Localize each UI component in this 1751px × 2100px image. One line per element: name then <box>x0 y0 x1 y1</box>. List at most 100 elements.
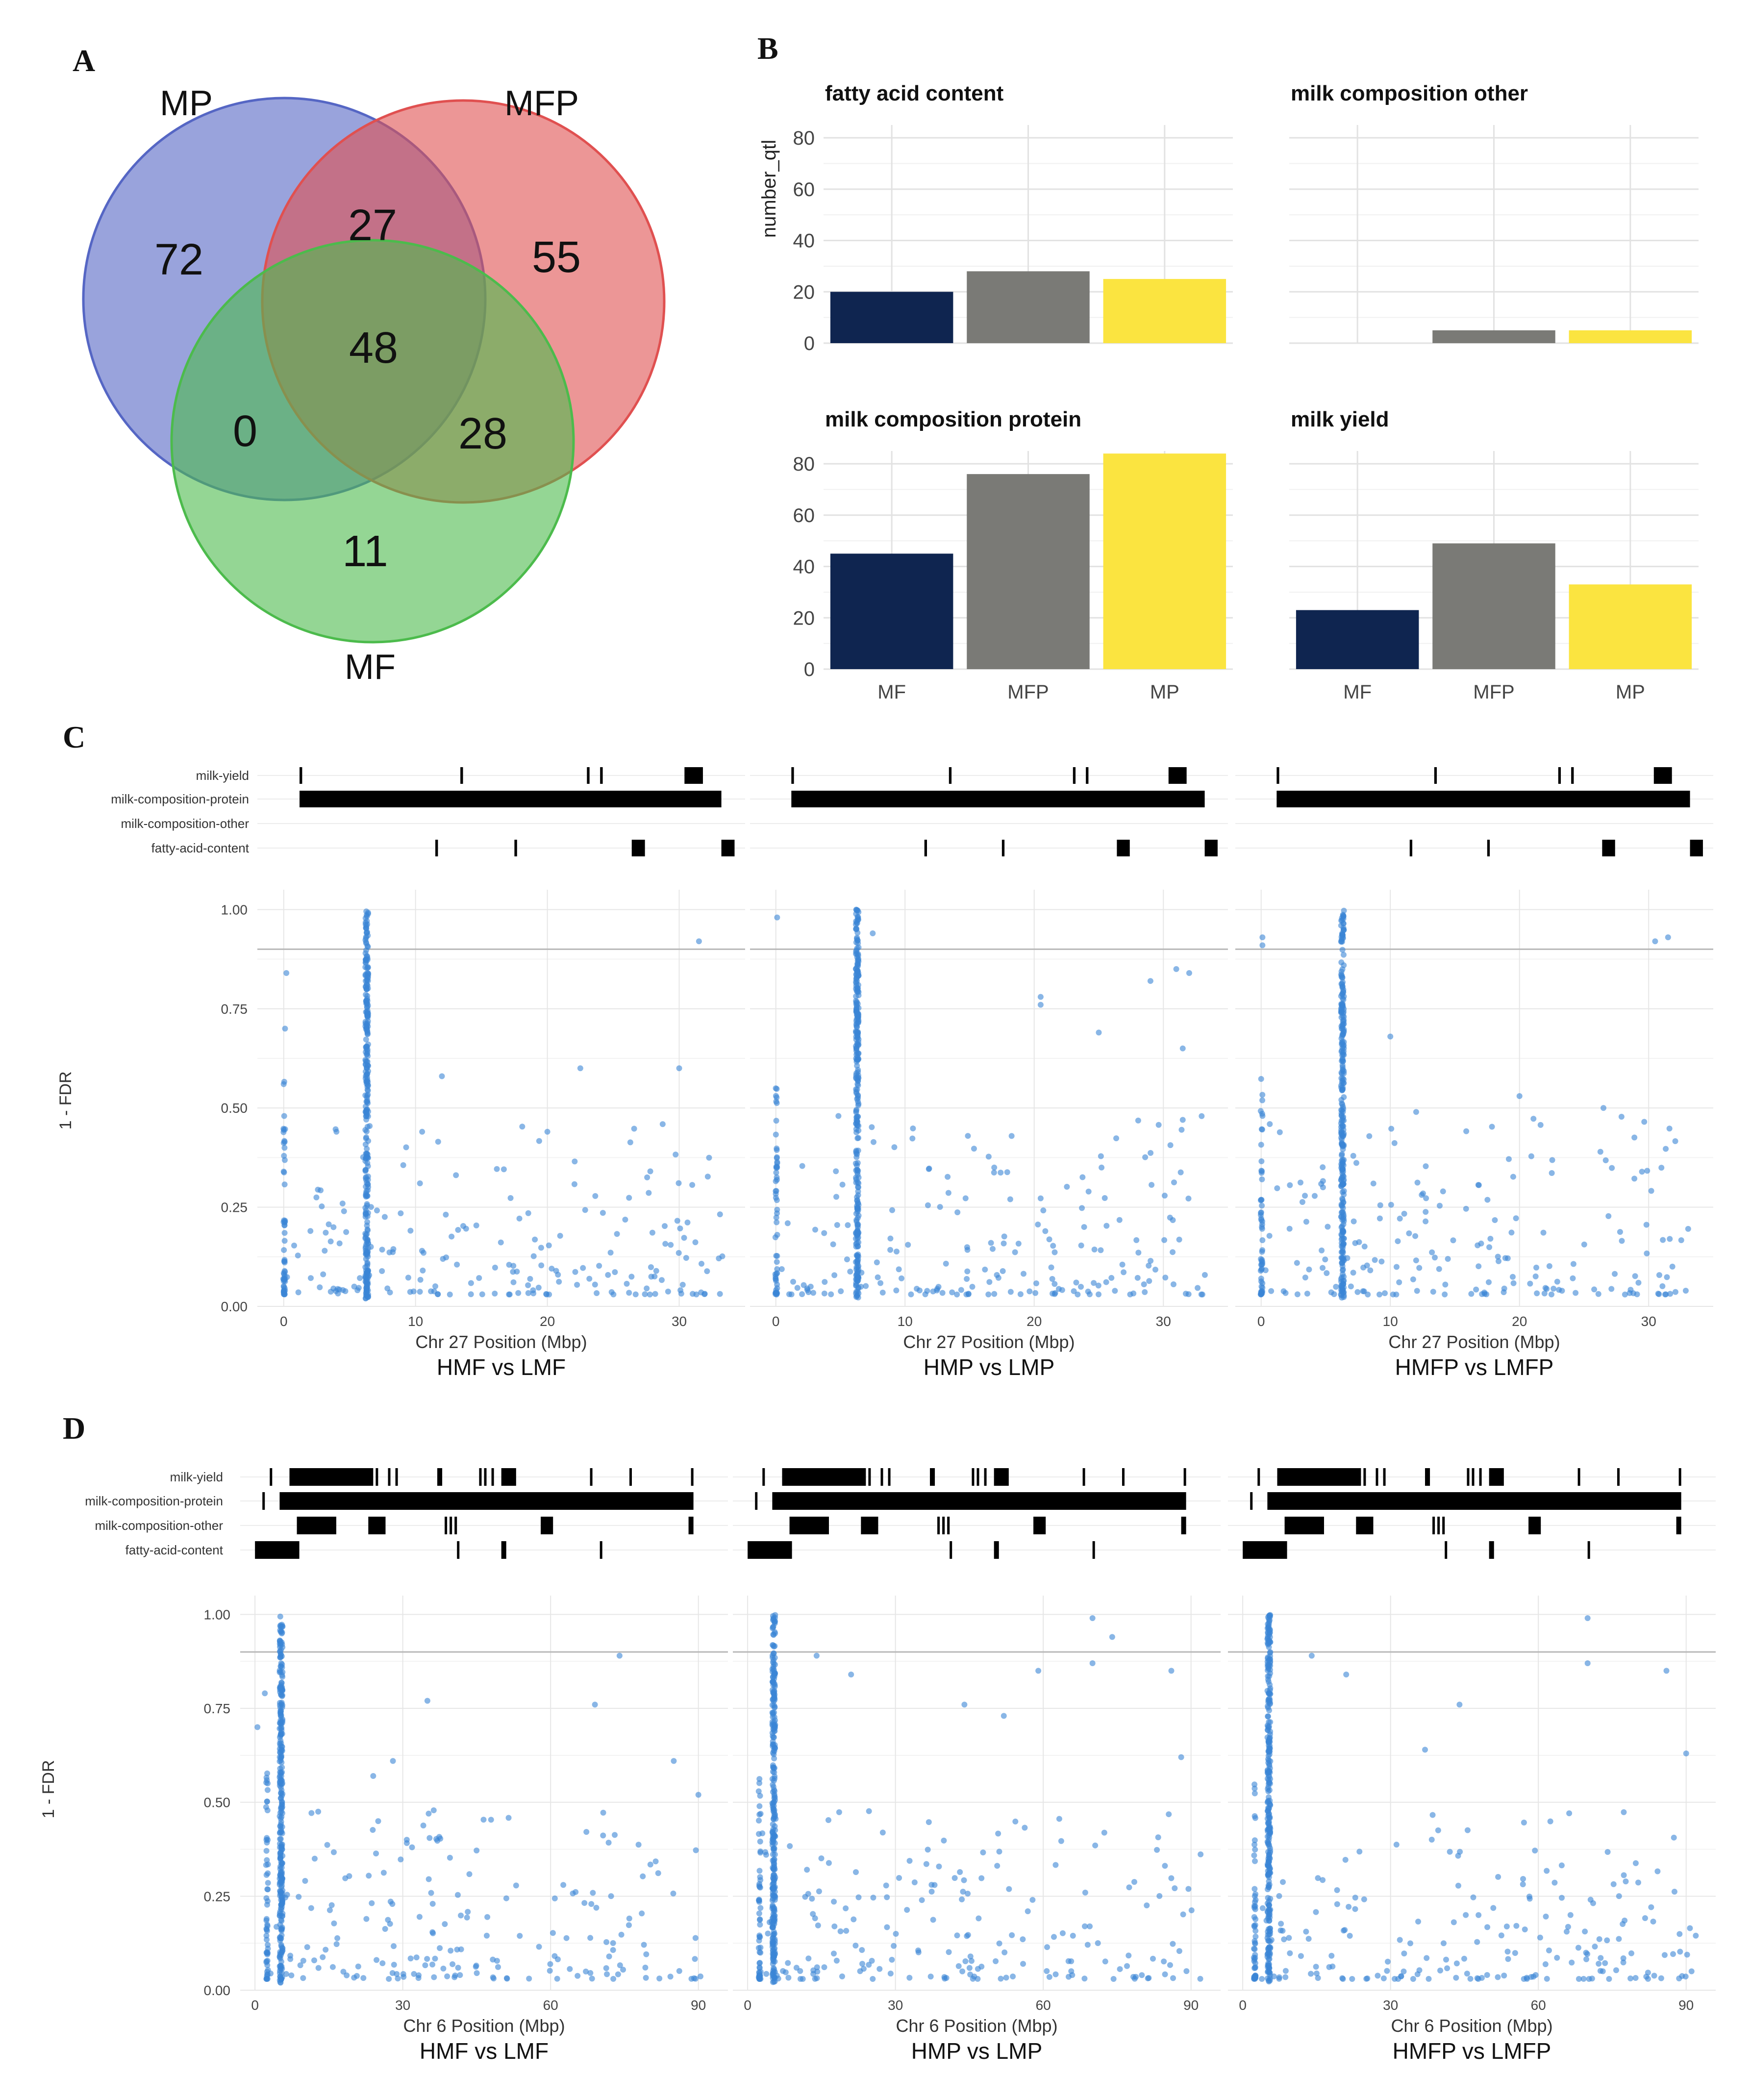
data-point <box>887 1235 894 1242</box>
data-point <box>308 1275 314 1281</box>
data-point <box>1065 1974 1072 1980</box>
data-point <box>1170 1249 1176 1255</box>
data-point <box>1605 1213 1612 1219</box>
data-point <box>407 1955 414 1962</box>
data-point <box>1167 1142 1174 1149</box>
data-point <box>517 1933 523 1939</box>
data-point <box>1121 1269 1127 1275</box>
data-point <box>1340 951 1347 958</box>
data-point <box>859 1961 866 1967</box>
data-point <box>1544 1868 1550 1874</box>
data-point <box>644 1174 650 1180</box>
data-point <box>379 1960 386 1966</box>
data-point <box>1528 1974 1534 1980</box>
qtl-block-milk-composition-protein <box>279 1492 694 1510</box>
data-point <box>757 1916 763 1923</box>
data-point <box>1484 1197 1491 1203</box>
data-point <box>1340 1086 1346 1092</box>
data-point <box>770 1911 776 1918</box>
data-point <box>1463 1912 1469 1918</box>
data-point <box>367 1123 373 1129</box>
data-point <box>341 1208 347 1214</box>
data-point <box>1087 1923 1093 1929</box>
x-tick-label: 10 <box>408 1314 423 1329</box>
data-point <box>1178 1126 1185 1133</box>
data-point <box>854 1119 861 1125</box>
qtl-block-milk-composition-other <box>541 1517 553 1534</box>
data-point <box>1622 1917 1628 1924</box>
data-point <box>281 1259 288 1266</box>
data-point <box>1162 1971 1168 1977</box>
data-point <box>362 1168 369 1174</box>
data-point <box>1576 1975 1582 1982</box>
data-point <box>834 1222 840 1228</box>
data-point <box>843 1927 850 1934</box>
data-point <box>639 1910 645 1917</box>
data-point <box>1286 1225 1293 1232</box>
data-point <box>1339 974 1346 980</box>
data-point <box>1426 1975 1432 1982</box>
data-point <box>381 1214 388 1220</box>
data-point <box>1185 1196 1192 1202</box>
data-point <box>1672 1289 1678 1295</box>
qtl-block-fatty-acid-content <box>457 1541 460 1559</box>
data-point <box>476 1275 482 1281</box>
data-point <box>869 1958 875 1964</box>
data-point <box>1613 1967 1619 1974</box>
data-point <box>790 1278 797 1285</box>
data-point <box>838 1288 844 1295</box>
data-point <box>278 1821 284 1827</box>
data-point <box>1384 1968 1390 1974</box>
y-tick-label: 1.00 <box>221 902 248 917</box>
data-point <box>1612 1271 1618 1277</box>
data-point <box>398 1210 404 1217</box>
qtl-block-fatty-acid-content <box>1445 1541 1448 1559</box>
data-point <box>1453 1960 1460 1967</box>
data-point <box>939 1290 946 1296</box>
data-point <box>1091 1247 1098 1253</box>
data-point <box>1407 1940 1413 1947</box>
data-point <box>1267 1650 1273 1656</box>
data-point <box>435 1139 441 1145</box>
data-point <box>1440 1940 1447 1947</box>
qtl-block-fatty-acid-content <box>501 1541 506 1559</box>
data-point <box>276 1734 283 1741</box>
data-point <box>1501 1973 1507 1979</box>
data-point <box>363 1044 369 1050</box>
data-point <box>492 1290 498 1297</box>
data-point <box>1375 1973 1381 1979</box>
data-point <box>1478 1975 1485 1981</box>
data-point <box>1604 1849 1611 1855</box>
data-point <box>773 1118 779 1124</box>
qtl-block-milk-composition-other <box>688 1517 694 1534</box>
data-point <box>1073 1279 1079 1286</box>
data-point <box>365 1018 371 1025</box>
data-point <box>1102 1958 1108 1965</box>
data-point <box>1592 1944 1598 1950</box>
data-point <box>1551 1879 1558 1886</box>
data-point <box>833 1194 840 1200</box>
data-point <box>906 1975 913 1981</box>
data-point <box>1354 1289 1361 1295</box>
data-point <box>1313 1970 1320 1976</box>
data-point <box>1142 1154 1149 1160</box>
data-point <box>960 1889 966 1895</box>
data-point <box>945 1190 951 1196</box>
data-point <box>1527 1280 1533 1287</box>
data-point <box>1259 1092 1266 1098</box>
data-point <box>1388 1125 1395 1132</box>
data-point <box>447 1854 453 1861</box>
data-point <box>1313 1964 1319 1970</box>
data-point <box>704 1174 711 1180</box>
y-tick-label: 80 <box>793 453 815 475</box>
data-point <box>1265 1713 1271 1720</box>
data-point <box>1339 983 1346 990</box>
data-point <box>1623 1878 1629 1885</box>
data-point <box>277 1829 283 1836</box>
data-point <box>1610 1881 1617 1887</box>
bar-fatty-acid-content-mf <box>830 292 953 343</box>
data-point <box>665 1288 671 1295</box>
data-point <box>1542 1285 1549 1291</box>
qtl-block-fatty-acid-content <box>1117 840 1130 856</box>
data-point <box>854 1086 860 1093</box>
